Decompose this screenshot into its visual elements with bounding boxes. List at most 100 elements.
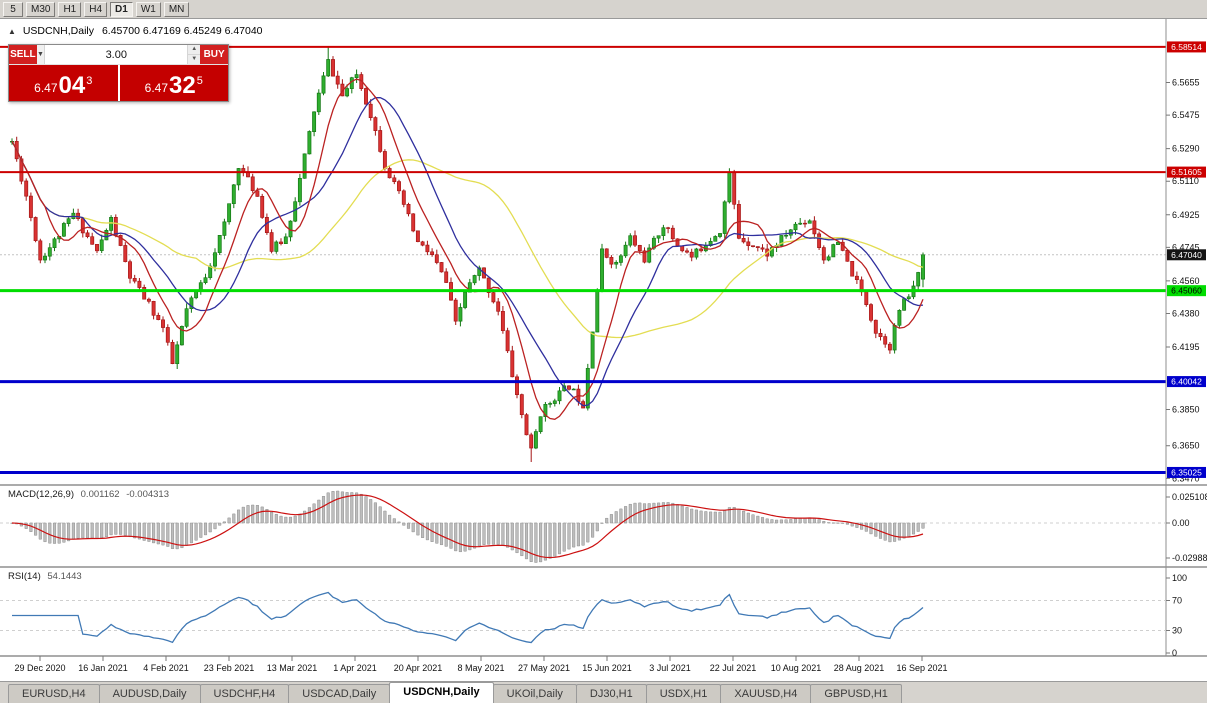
timeframe-button-MN[interactable]: MN [163,1,190,17]
chart-tab-AUDUSD-Daily[interactable]: AUDUSD,Daily [98,684,201,703]
rsi-value: 54.1443 [47,571,82,582]
date-axis-label: 15 Jun 2021 [582,663,632,673]
chart-ohlc-values: 6.45700 6.47169 6.45249 6.47040 [101,25,263,37]
lot-input[interactable] [45,45,188,64]
lot-increase-button[interactable]: ▲ [188,45,201,55]
price-axis-label: 6.4380 [1172,308,1200,318]
chart-tabs-bar: EURUSD,H4 AUDUSD,Daily USDCHF,H4 USDCAD,Dai… [0,681,1207,703]
price-line-chip-label: 6.35025 [1171,467,1202,477]
bull-candle-bodies [10,59,925,449]
sell-price[interactable]: 6.47 04 3 [9,65,118,101]
price-axis-label: 6.5655 [1172,78,1200,88]
timeframe-button-M30[interactable]: M30 [26,1,56,17]
timeframe-button-5[interactable]: 5 [3,1,23,17]
chart-tab-USDCAD-Daily[interactable]: USDCAD,Daily [288,684,391,703]
chart-collapse-icon[interactable]: ▲ [8,27,16,36]
rsi-title: RSI(14) [8,571,41,582]
price-line-chip [1167,376,1206,388]
price-line-chip-label: 6.47040 [1171,250,1202,260]
price-line-chip [1167,249,1206,261]
date-axis-label: 23 Feb 2021 [204,663,255,673]
chart-tab-DJ30-H1[interactable]: DJ30,H1 [575,684,647,703]
price-line-chip-label: 6.58514 [1171,42,1202,52]
date-axis-label: 4 Feb 2021 [143,663,189,673]
bear-candle-bodies [14,59,892,449]
price-line-chip-label: 6.51605 [1171,167,1202,177]
timeframe-button-H1[interactable]: H1 [58,1,82,17]
price-axis-label: 6.4560 [1172,276,1200,286]
price-line-chip [1167,166,1206,178]
buy-price[interactable]: 6.47 32 5 [117,65,228,101]
rsi-axis-label: 0 [1172,648,1177,658]
price-axis-label: 6.3470 [1172,473,1200,483]
macd-axis-label: 0.00 [1172,518,1190,528]
buy-price-main: 6.47 [144,81,169,95]
lot-size-box: ▲ ▼ [45,45,201,64]
rsi-line [12,591,924,644]
price-axis-label: 6.5110 [1172,176,1199,186]
macd-signal-line [11,494,924,559]
lot-dropdown-button[interactable]: ▼ [36,45,46,64]
date-axis-label: 10 Aug 2021 [771,663,822,673]
macd-value-signal: -0.004313 [126,489,169,500]
chart-symbol-label: USDCNH,Daily [22,25,95,37]
sell-price-main: 6.47 [34,81,58,95]
chart-tab-XAUUSD-H4[interactable]: XAUUSD,H4 [720,684,812,703]
date-axis-label: 1 Apr 2021 [333,663,377,673]
moving-average-fast [11,78,924,420]
sell-price-pips: 04 [58,72,86,99]
date-axis-label: 13 Mar 2021 [267,663,318,673]
buy-price-pips: 32 [169,72,196,99]
chart-title: ▲ USDCNH,Daily 6.45700 6.47169 6.45249 6… [8,25,263,37]
price-line-chip-label: 6.40042 [1171,377,1202,387]
price-line-chip [1167,41,1206,53]
date-axis-label: 28 Aug 2021 [834,663,885,673]
price-axis-label: 6.5475 [1172,110,1200,120]
rsi-axis-label: 70 [1172,596,1182,606]
chart-tab-USDCHF-H4[interactable]: USDCHF,H4 [199,684,290,703]
date-axis-label: 3 Jul 2021 [649,663,691,673]
rsi-axis-label: 100 [1172,573,1187,583]
date-axis-label: 20 Apr 2021 [394,663,443,673]
macd-pane-label: MACD(12,26,9) 0.001162 -0.004313 [8,489,173,500]
chart-tab-UKOil-Daily[interactable]: UKOil,Daily [492,684,577,703]
macd-axis-label: -0.029886 [1172,553,1207,563]
price-axis-label: 6.4195 [1172,342,1200,352]
price-axis-label: 6.5290 [1172,144,1200,154]
moving-average-medium [11,96,924,407]
macd-title: MACD(12,26,9) [8,489,74,500]
one-click-trading-panel: SELL ▼ ▲ ▼ BUY 6.47 04 3 6.47 32 5 [8,44,229,102]
lot-decrease-button[interactable]: ▼ [188,55,201,64]
timeframe-button-H4[interactable]: H4 [84,1,108,17]
chart-tab-USDCNH-Daily[interactable]: USDCNH,Daily [389,682,494,703]
chart-tab-GBPUSD-H1[interactable]: GBPUSD,H1 [810,684,902,703]
rsi-pane-label: RSI(14) 54.1443 [8,571,86,582]
trade-panel-prices: 6.47 04 3 6.47 32 5 [9,65,228,101]
timeframe-button-D1[interactable]: D1 [110,1,133,17]
price-line-chip-label: 6.45060 [1171,286,1202,296]
date-axis-label: 27 May 2021 [518,663,570,673]
sell-button[interactable]: SELL [9,45,37,64]
rsi-axis-label: 30 [1172,626,1182,636]
date-axis-label: 16 Sep 2021 [896,663,947,673]
price-axis-label: 6.3650 [1172,441,1200,451]
chart-tab-EURUSD-H4[interactable]: EURUSD,H4 [8,684,100,703]
chart-tab-USDX-H1[interactable]: USDX,H1 [645,684,722,703]
price-axis-label: 6.3850 [1172,404,1200,414]
price-line-chip [1167,285,1206,297]
timeframe-button-W1[interactable]: W1 [135,1,161,17]
date-axis-label: 29 Dec 2020 [14,663,65,673]
timeframe-toolbar: 5 M30 H1 H4 D1 W1 MN [0,0,1207,19]
price-axis-label: 6.4925 [1172,210,1200,220]
buy-price-point: 5 [196,75,203,87]
moving-average-slow [11,140,924,339]
date-axis-label: 22 Jul 2021 [710,663,757,673]
date-axis-label: 8 May 2021 [457,663,504,673]
macd-value-main: 0.001162 [80,489,120,500]
date-axis-label: 16 Jan 2021 [78,663,128,673]
price-line-chip [1167,466,1206,478]
trade-panel-controls: SELL ▼ ▲ ▼ BUY [9,45,228,65]
buy-button[interactable]: BUY [200,45,228,64]
